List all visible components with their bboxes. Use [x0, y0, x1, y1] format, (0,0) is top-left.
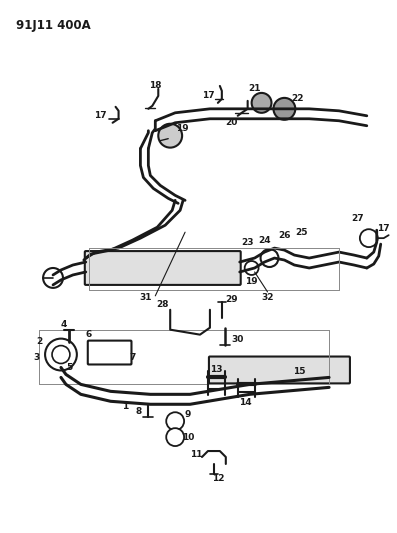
Text: 17: 17	[202, 91, 214, 100]
Text: 17: 17	[94, 111, 107, 120]
Text: 6: 6	[86, 330, 92, 339]
Text: 25: 25	[295, 228, 308, 237]
Text: 7: 7	[129, 353, 136, 362]
Text: 22: 22	[291, 94, 304, 103]
Text: 18: 18	[149, 82, 162, 91]
Text: 9: 9	[185, 410, 191, 419]
Text: 31: 31	[139, 293, 152, 302]
Text: 2: 2	[36, 337, 42, 346]
Text: 3: 3	[33, 353, 39, 362]
Text: 19: 19	[176, 124, 189, 133]
Text: 30: 30	[231, 335, 244, 344]
Text: 23: 23	[241, 238, 254, 247]
Circle shape	[166, 412, 184, 430]
Text: 27: 27	[352, 214, 364, 223]
Text: 12: 12	[212, 474, 224, 483]
Text: 24: 24	[258, 236, 271, 245]
Text: 21: 21	[249, 84, 261, 93]
Circle shape	[245, 261, 258, 275]
Text: 19: 19	[245, 277, 258, 286]
Text: 15: 15	[293, 367, 306, 376]
Text: 4: 4	[61, 320, 67, 329]
Circle shape	[158, 124, 182, 148]
Circle shape	[360, 229, 378, 247]
Circle shape	[274, 98, 295, 120]
Text: 26: 26	[278, 231, 291, 240]
Text: 5: 5	[66, 363, 72, 372]
Circle shape	[52, 345, 70, 364]
FancyBboxPatch shape	[88, 341, 131, 365]
Text: 1: 1	[122, 402, 129, 411]
FancyBboxPatch shape	[85, 251, 241, 285]
Text: 29: 29	[225, 295, 238, 304]
Text: 32: 32	[261, 293, 274, 302]
Circle shape	[45, 338, 77, 370]
Text: 28: 28	[156, 300, 168, 309]
Circle shape	[166, 428, 184, 446]
Text: 11: 11	[190, 449, 202, 458]
Text: 10: 10	[182, 433, 194, 442]
FancyBboxPatch shape	[209, 357, 350, 383]
Circle shape	[252, 93, 272, 113]
Circle shape	[43, 268, 63, 288]
Text: 13: 13	[210, 365, 222, 374]
Text: 91J11 400A: 91J11 400A	[16, 19, 91, 33]
Text: 17: 17	[378, 224, 390, 233]
Text: 20: 20	[225, 118, 238, 127]
Text: 8: 8	[135, 407, 142, 416]
Circle shape	[260, 249, 278, 267]
Text: 14: 14	[239, 398, 252, 407]
